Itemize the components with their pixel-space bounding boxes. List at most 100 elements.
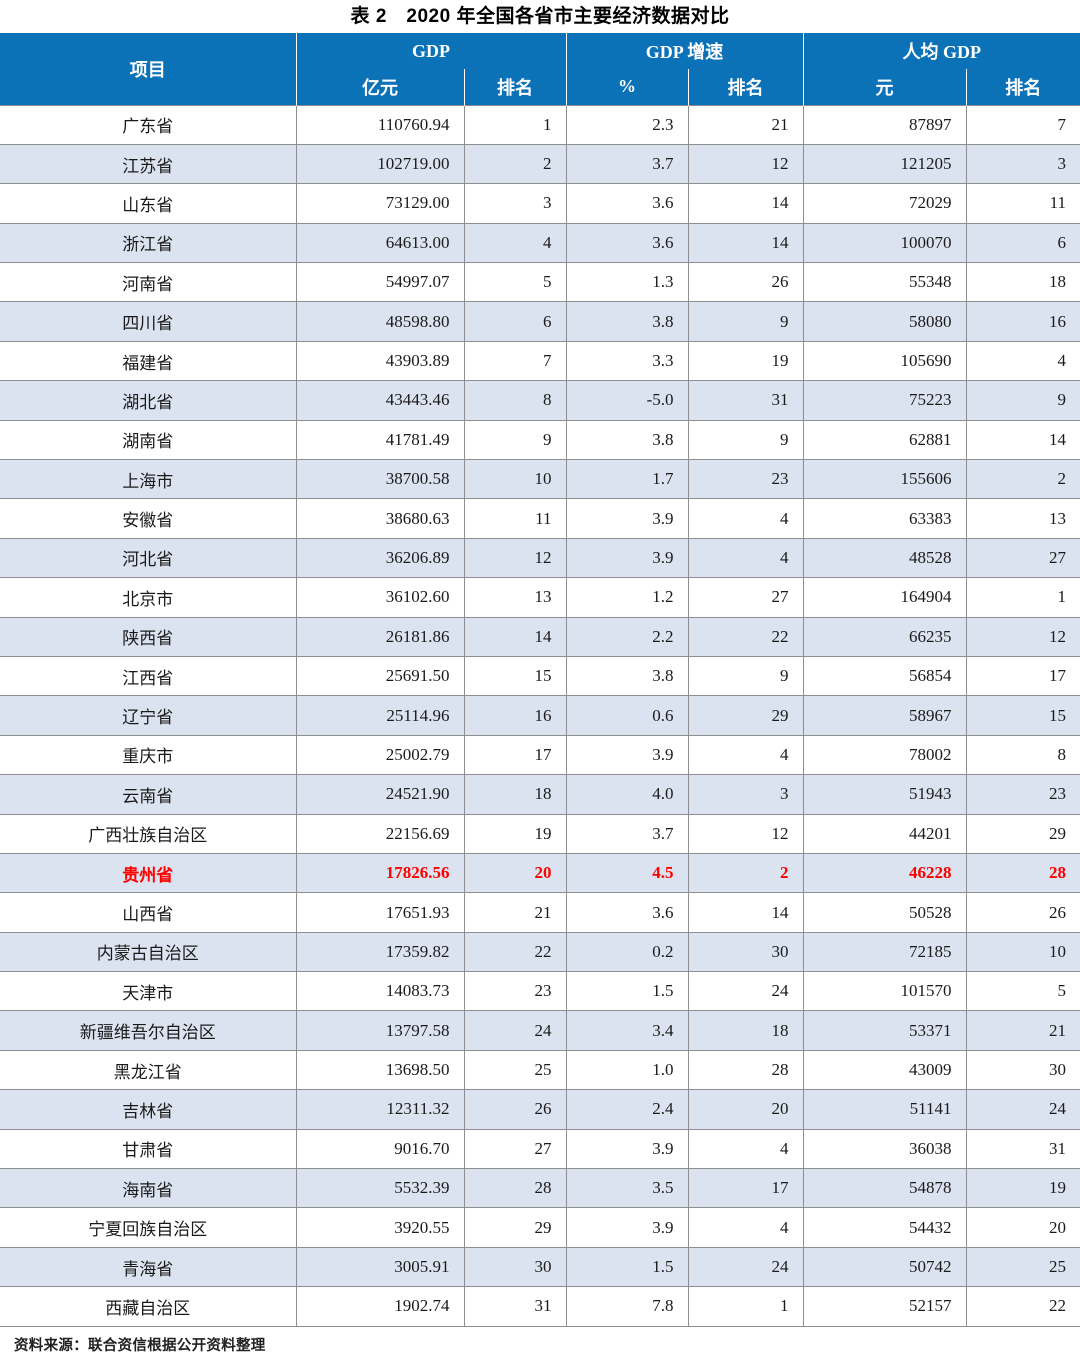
per-capita-gdp-value: 63383 (802, 498, 967, 539)
per-capita-gdp-value: 46228 (802, 852, 967, 893)
column-group-per-capita-gdp: 人均 GDP (802, 33, 1080, 69)
per-capita-gdp-rank: 19 (965, 1168, 1080, 1208)
per-capita-gdp-value: 56854 (802, 655, 967, 696)
gdp-value: 43903.89 (295, 340, 464, 381)
gdp-rank: 15 (463, 655, 566, 696)
gdp-growth-rank: 24 (687, 971, 804, 1011)
table-page: 表 2 2020 年全国各省市主要经济数据对比 项目 GDP GDP 增速 人均… (0, 6, 1080, 1354)
gdp-growth-value: 3.8 (565, 655, 688, 696)
gdp-value: 38700.58 (295, 459, 464, 499)
gdp-growth-value: 3.4 (565, 1010, 688, 1051)
table-row: 宁夏回族自治区 3920.55 29 3.9 4 54432 20 (0, 1207, 1080, 1248)
gdp-rank: 30 (463, 1246, 566, 1287)
per-capita-gdp-rank: 8 (965, 734, 1080, 775)
province-name: 安徽省 (0, 498, 296, 539)
table-row: 北京市 36102.60 13 1.2 27 164904 1 (0, 577, 1080, 618)
per-capita-gdp-rank: 2 (965, 459, 1080, 499)
gdp-rank: 5 (463, 262, 566, 302)
column-header-gdp-rank: 排名 (463, 69, 567, 105)
gdp-rank: 20 (463, 852, 566, 893)
table-row: 海南省 5532.39 28 3.5 17 54878 19 (0, 1168, 1080, 1208)
gdp-rank: 25 (463, 1049, 566, 1090)
province-name: 上海市 (0, 459, 296, 499)
table-row: 西藏自治区 1902.74 31 7.8 1 52157 22 (0, 1286, 1080, 1327)
economic-data-table: 项目 GDP GDP 增速 人均 GDP 亿元 排名 % 排名 元 排名 广东省… (0, 33, 1080, 1327)
gdp-growth-value: 3.6 (565, 222, 688, 263)
per-capita-gdp-value: 53371 (802, 1010, 967, 1051)
gdp-growth-value: 3.9 (565, 1128, 688, 1169)
gdp-growth-rank: 14 (687, 183, 804, 224)
table-body: 广东省 110760.94 1 2.3 21 87897 7 江苏省 102719.00 2 3.7… (0, 104, 1080, 1327)
table-row: 山东省 73129.00 3 3.6 14 72029 11 (0, 183, 1080, 224)
per-capita-gdp-rank: 7 (965, 104, 1080, 145)
table-row: 广东省 110760.94 1 2.3 21 87897 7 (0, 104, 1080, 145)
per-capita-gdp-rank: 30 (965, 1049, 1080, 1090)
per-capita-gdp-rank: 13 (965, 498, 1080, 539)
table-row: 四川省 48598.80 6 3.8 9 58080 16 (0, 301, 1080, 342)
gdp-growth-rank: 30 (687, 931, 804, 972)
province-name: 山西省 (0, 892, 296, 933)
table-row: 浙江省 64613.00 4 3.6 14 100070 6 (0, 222, 1080, 263)
gdp-growth-value: 4.0 (565, 774, 688, 815)
gdp-growth-rank: 4 (687, 734, 804, 775)
gdp-growth-rank: 4 (687, 498, 804, 539)
gdp-rank: 13 (463, 577, 566, 618)
per-capita-gdp-rank: 25 (965, 1246, 1080, 1287)
gdp-growth-value: -5.0 (565, 380, 688, 421)
table-row: 吉林省 12311.32 26 2.4 20 51141 24 (0, 1089, 1080, 1130)
gdp-value: 25002.79 (295, 734, 464, 775)
gdp-value: 102719.00 (295, 143, 464, 184)
gdp-value: 36206.89 (295, 537, 464, 578)
per-capita-gdp-rank: 18 (965, 262, 1080, 302)
gdp-rank: 27 (463, 1128, 566, 1169)
gdp-growth-rank: 27 (687, 577, 804, 618)
gdp-value: 1902.74 (295, 1286, 464, 1327)
gdp-value: 25691.50 (295, 655, 464, 696)
column-header-percapita-unit: 元 (802, 69, 967, 105)
per-capita-gdp-value: 54432 (802, 1207, 967, 1248)
gdp-growth-value: 1.0 (565, 1049, 688, 1090)
gdp-value: 26181.86 (295, 616, 464, 657)
gdp-value: 48598.80 (295, 301, 464, 342)
table-row: 河南省 54997.07 5 1.3 26 55348 18 (0, 262, 1080, 302)
gdp-growth-rank: 4 (687, 537, 804, 578)
province-name: 内蒙古自治区 (0, 931, 296, 972)
gdp-growth-rank: 9 (687, 655, 804, 696)
province-name: 云南省 (0, 774, 296, 815)
per-capita-gdp-value: 72029 (802, 183, 967, 224)
province-name: 青海省 (0, 1246, 296, 1287)
province-name: 山东省 (0, 183, 296, 224)
gdp-rank: 31 (463, 1286, 566, 1327)
gdp-growth-value: 3.9 (565, 734, 688, 775)
gdp-growth-value: 1.5 (565, 1246, 688, 1287)
gdp-value: 13797.58 (295, 1010, 464, 1051)
per-capita-gdp-rank: 12 (965, 616, 1080, 657)
gdp-growth-rank: 26 (687, 262, 804, 302)
per-capita-gdp-rank: 9 (965, 380, 1080, 421)
table-row: 天津市 14083.73 23 1.5 24 101570 5 (0, 971, 1080, 1011)
per-capita-gdp-rank: 11 (965, 183, 1080, 224)
per-capita-gdp-rank: 3 (965, 143, 1080, 184)
per-capita-gdp-value: 62881 (802, 419, 967, 460)
per-capita-gdp-value: 36038 (802, 1128, 967, 1169)
source-note: 资料来源：联合资信根据公开资料整理 (14, 1337, 266, 1354)
per-capita-gdp-value: 55348 (802, 262, 967, 302)
gdp-growth-rank: 18 (687, 1010, 804, 1051)
gdp-value: 12311.32 (295, 1089, 464, 1130)
gdp-growth-rank: 28 (687, 1049, 804, 1090)
gdp-growth-value: 2.3 (565, 104, 688, 145)
per-capita-gdp-rank: 6 (965, 222, 1080, 263)
column-group-gdp-growth: GDP 增速 (565, 33, 804, 69)
gdp-growth-value: 1.5 (565, 971, 688, 1011)
gdp-rank: 2 (463, 143, 566, 184)
gdp-growth-rank: 14 (687, 222, 804, 263)
table-row: 陕西省 26181.86 14 2.2 22 66235 12 (0, 616, 1080, 657)
table-row: 广西壮族自治区 22156.69 19 3.7 12 44201 29 (0, 813, 1080, 854)
per-capita-gdp-rank: 24 (965, 1089, 1080, 1130)
province-name: 陕西省 (0, 616, 296, 657)
gdp-growth-value: 3.9 (565, 537, 688, 578)
gdp-value: 54997.07 (295, 262, 464, 302)
gdp-value: 36102.60 (295, 577, 464, 618)
gdp-rank: 14 (463, 616, 566, 657)
table-row: 江苏省 102719.00 2 3.7 12 121205 3 (0, 143, 1080, 184)
